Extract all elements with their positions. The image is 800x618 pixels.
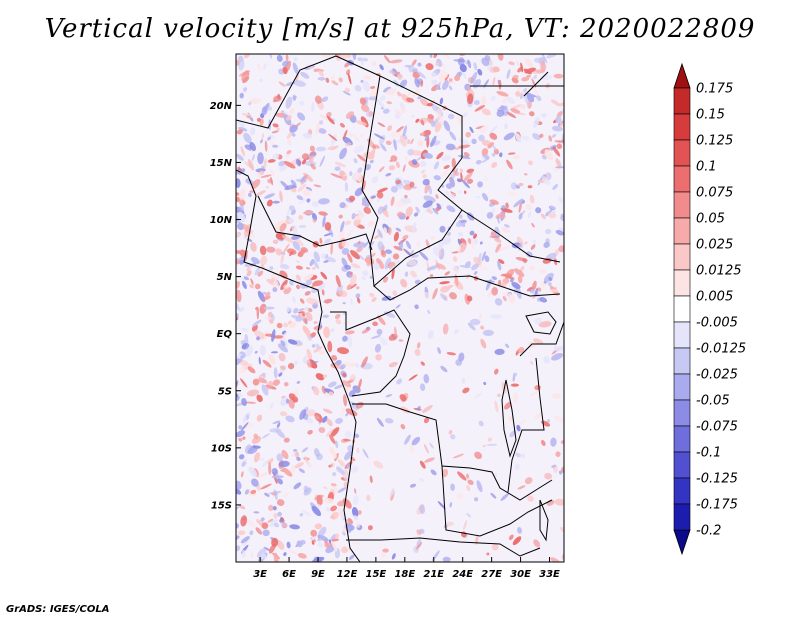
- colorbar-label: -0.0125: [696, 342, 746, 357]
- lon-label: 21E: [423, 569, 444, 580]
- border-angola: [352, 403, 553, 501]
- colorbar-swatch: [673, 139, 691, 167]
- lat-label: 5N: [217, 272, 233, 283]
- colorbar-label: -0.2: [696, 524, 721, 539]
- colorbar-label: -0.1: [696, 446, 721, 461]
- lat-label: 20N: [210, 101, 233, 112]
- border-east: [507, 321, 564, 493]
- colorbar-swatch: [673, 269, 691, 297]
- colorbar-arrow-bottom: [673, 529, 691, 556]
- lon-label: 3E: [253, 569, 267, 580]
- border-zambia: [441, 465, 553, 537]
- border-nigeria: [257, 195, 373, 251]
- lon-label: 12E: [337, 569, 358, 580]
- colorbar-swatch: [673, 425, 691, 453]
- lon-label: 30E: [510, 569, 531, 580]
- colorbar-label: 0.005: [696, 290, 733, 305]
- lat-label: 10S: [211, 443, 232, 454]
- colorbar-label: -0.005: [696, 316, 738, 331]
- colorbar-swatch: [673, 295, 691, 323]
- velocity-field: [236, 54, 564, 562]
- credit-label: GrADS: IGES/COLA: [6, 604, 110, 615]
- border-congo-drc: [330, 309, 411, 397]
- colorbar-label: 0.1: [696, 160, 717, 175]
- colorbar-swatch: [673, 243, 691, 271]
- longitude-axis: 3E 6E 9E 12E 15E 18E 21E 24E 27E 30E 33E: [253, 557, 560, 580]
- lon-label: 33E: [539, 569, 560, 580]
- lat-label: 15N: [210, 158, 233, 169]
- colorbar-label: -0.025: [696, 368, 738, 383]
- colorbar-swatch: [673, 399, 691, 427]
- colorbar-swatch: [673, 191, 691, 219]
- colorbar-swatch: [673, 451, 691, 479]
- colorbar-swatch: [673, 347, 691, 375]
- map-frame: [235, 53, 565, 563]
- colorbar-label: -0.175: [696, 498, 738, 513]
- lat-label: 15S: [211, 500, 232, 511]
- border-north-east: [470, 71, 564, 97]
- colorbar-swatch: [673, 321, 691, 349]
- colorbar-label: 0.025: [696, 238, 733, 253]
- lon-label: 24E: [452, 569, 473, 580]
- coastline-west: [236, 169, 361, 562]
- colorbar: 0.175 0.15 0.125 0.1 0.075 0.05 0.025 0.0125 0.0…: [673, 62, 746, 556]
- colorbar-label: 0.075: [696, 186, 733, 201]
- colorbar-label: 0.125: [696, 134, 733, 149]
- lon-label: 6E: [282, 569, 296, 580]
- colorbar-label: -0.075: [696, 420, 738, 435]
- latitude-axis: 20N 15N 10N 5N EQ 5S 10S 15S: [210, 101, 241, 511]
- colorbar-arrow-top: [673, 62, 691, 89]
- colorbar-swatch: [673, 217, 691, 245]
- colorbar-label: 0.15: [696, 108, 725, 123]
- lat-label: 10N: [210, 215, 233, 226]
- lake-tanganyika: [501, 379, 517, 458]
- country-borders: [236, 55, 564, 562]
- lon-label: 9E: [311, 569, 325, 580]
- colorbar-swatch: [673, 165, 691, 193]
- colorbar-label: -0.125: [696, 472, 738, 487]
- lake-malawi: [539, 499, 549, 542]
- lon-label: 27E: [481, 569, 502, 580]
- border-sahel: [236, 55, 561, 263]
- colorbar-swatch: [673, 113, 691, 141]
- colorbar-label: 0.05: [696, 212, 725, 227]
- colorbar-swatch: [673, 373, 691, 401]
- lat-label: 5S: [218, 386, 232, 397]
- border-car: [373, 275, 561, 301]
- lon-label: 18E: [394, 569, 415, 580]
- colorbar-swatch: [673, 503, 691, 531]
- lat-label: EQ: [217, 329, 233, 340]
- colorbar-swatch: [673, 87, 691, 115]
- chart-title: Vertical velocity [m/s] at 925hPa, VT: 2…: [44, 14, 756, 44]
- colorbar-label: -0.05: [696, 394, 730, 409]
- colorbar-swatch: [673, 477, 691, 505]
- colorbar-label: 0.175: [696, 82, 733, 97]
- lon-label: 15E: [366, 569, 387, 580]
- colorbar-label: 0.0125: [696, 264, 742, 279]
- border-south: [346, 537, 541, 557]
- lake-victoria: [525, 311, 557, 335]
